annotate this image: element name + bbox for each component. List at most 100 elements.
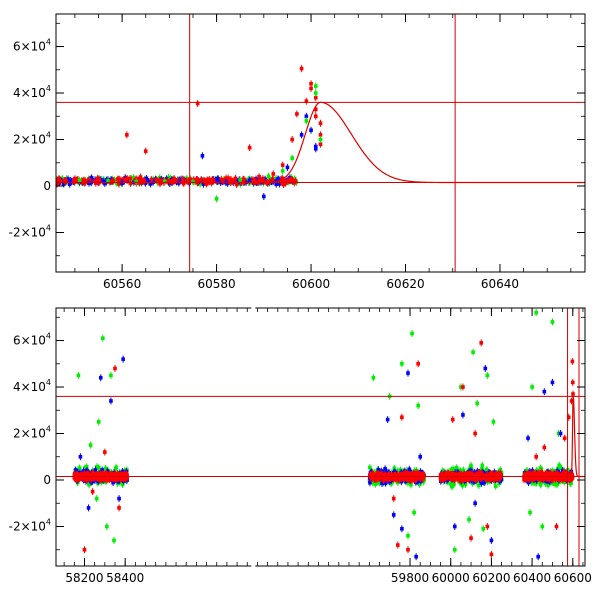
data-point: [106, 179, 110, 183]
data-point: [63, 179, 68, 183]
cluster-point: [479, 474, 483, 478]
data-point: [280, 169, 285, 173]
data-point: [205, 178, 209, 182]
cluster-point: [125, 176, 129, 181]
cluster-point: [546, 483, 550, 487]
cluster-point: [459, 473, 464, 477]
cluster-point: [406, 473, 411, 477]
cluster-point: [415, 471, 420, 476]
cluster-point: [407, 467, 412, 472]
cluster-point: [469, 466, 474, 471]
cluster-point: [420, 473, 424, 478]
data-point: [101, 180, 106, 184]
cluster-point: [398, 468, 403, 472]
cluster-point: [525, 468, 529, 473]
cluster-point: [467, 472, 472, 476]
cluster-point: [88, 179, 92, 183]
cluster-point: [369, 477, 374, 481]
cluster-point: [568, 481, 572, 486]
cluster-point: [204, 182, 209, 186]
data-point: [238, 178, 243, 182]
data-point: [318, 133, 323, 137]
cluster-point: [91, 476, 95, 480]
data-point: [247, 178, 252, 182]
cluster-point: [460, 478, 464, 483]
cluster-point: [144, 176, 149, 181]
data-point: [172, 176, 176, 181]
cluster-point: [122, 475, 126, 479]
data-point: [148, 182, 153, 186]
cluster-point: [555, 482, 559, 487]
data-point: [219, 177, 224, 182]
data-point: [299, 66, 304, 71]
data-point: [134, 180, 139, 184]
cluster-point: [97, 465, 101, 470]
data-point: [309, 128, 313, 133]
cluster-point: [407, 476, 411, 481]
plot-area: [56, 14, 585, 272]
cluster-point: [417, 482, 422, 487]
cluster-point: [412, 477, 416, 481]
cluster-point: [480, 471, 484, 476]
cluster-point: [452, 478, 457, 482]
data-point: [271, 172, 276, 176]
data-point: [276, 177, 280, 181]
cluster-point: [111, 480, 115, 485]
cluster-point: [231, 179, 235, 183]
cluster-point: [123, 177, 127, 182]
cluster-point: [414, 477, 419, 481]
cluster-point: [553, 482, 557, 486]
plot-area: [56, 308, 585, 566]
cluster-point: [142, 179, 147, 184]
cluster-point: [452, 482, 456, 487]
cluster-point: [556, 466, 560, 471]
data-point: [233, 176, 238, 181]
y-tick-label: 6×104: [13, 38, 51, 54]
data-point: [313, 147, 318, 151]
cluster-point: [368, 473, 372, 477]
cluster-point: [96, 476, 101, 481]
cluster-point: [149, 177, 154, 182]
cluster-point: [485, 468, 490, 473]
cluster-point: [451, 467, 455, 471]
cluster-point: [95, 464, 99, 469]
cluster-point: [74, 473, 79, 478]
cluster-point: [401, 476, 405, 480]
data-point: [313, 84, 318, 88]
cluster-point: [383, 467, 387, 471]
cluster-point: [470, 476, 474, 481]
data-point: [313, 95, 318, 100]
cluster-point: [280, 176, 285, 181]
cluster-point: [73, 468, 78, 472]
cluster-point: [253, 178, 257, 183]
cluster-point: [154, 177, 159, 182]
cluster-point: [440, 473, 445, 477]
data-point: [195, 101, 200, 106]
cluster-point: [103, 468, 107, 473]
cluster-point: [487, 476, 491, 481]
cluster-point: [445, 478, 449, 483]
cluster-point: [283, 181, 288, 185]
cluster-point: [392, 474, 397, 478]
cluster-point: [104, 471, 108, 476]
cluster-point: [116, 472, 120, 477]
cluster-point: [119, 480, 124, 485]
cluster-point: [138, 175, 143, 179]
cluster-point: [128, 176, 132, 181]
cluster-point: [199, 177, 203, 182]
x-tick-label: 60620: [386, 277, 424, 291]
cluster-point: [461, 475, 465, 480]
cluster-point: [401, 472, 405, 476]
y-tick-label: -2×104: [9, 223, 51, 239]
cluster-point: [216, 179, 220, 183]
cluster-point: [289, 177, 293, 182]
cluster-point: [125, 476, 129, 480]
cluster-point: [85, 179, 90, 183]
cluster-point: [210, 177, 214, 182]
cluster-point: [281, 182, 286, 187]
y-tick-label: 0: [43, 179, 51, 193]
cluster-point: [158, 181, 162, 186]
cluster-point: [538, 466, 543, 470]
data-point: [73, 176, 77, 181]
cluster-point: [82, 471, 87, 476]
